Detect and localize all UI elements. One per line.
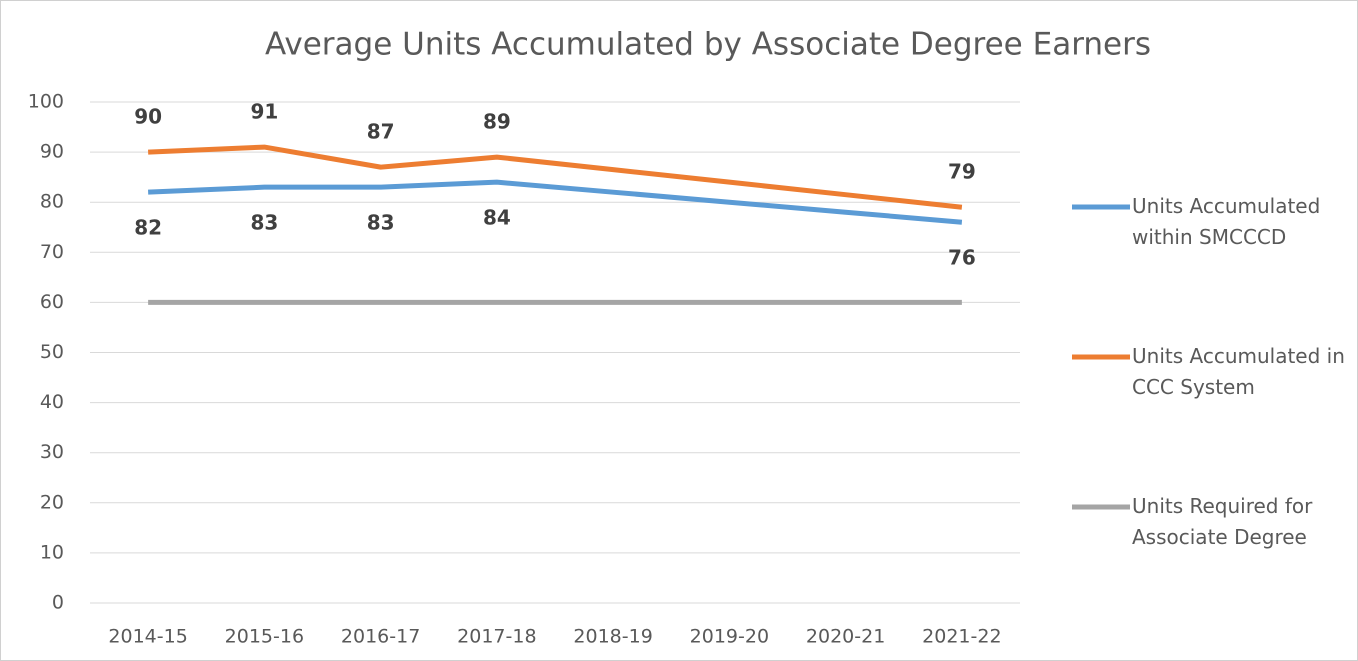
legend-label: Units Accumulated within SMCCCD	[1132, 194, 1321, 249]
chart-title: Average Units Accumulated by Associate D…	[265, 27, 1151, 63]
data-label: 79	[948, 160, 976, 184]
x-tick-label: 2021-22	[922, 626, 1001, 648]
data-label: 82	[134, 216, 162, 240]
y-tick-label: 20	[40, 491, 64, 513]
data-label: 84	[483, 206, 511, 230]
series-line	[148, 179, 963, 225]
y-tick-label: 40	[40, 391, 64, 413]
x-tick-label: 2014-15	[108, 626, 187, 648]
y-tick-label: 90	[40, 141, 64, 163]
data-label: 76	[948, 246, 976, 270]
legend-label: Units Required for Associate Degree	[1132, 494, 1313, 549]
x-tick-label: 2017-18	[457, 626, 536, 648]
data-label: 90	[134, 105, 162, 129]
y-tick-label: 80	[40, 191, 64, 213]
y-tick-label: 70	[40, 241, 64, 263]
y-tick-label: 10	[40, 541, 64, 563]
x-tick-label: 2016-17	[341, 626, 420, 648]
data-label: 87	[367, 120, 395, 144]
series-line	[148, 144, 963, 210]
x-tick-label: 2020-21	[806, 626, 885, 648]
y-tick-label: 100	[28, 91, 64, 113]
legend-label: Units Accumulated in CCC System	[1132, 344, 1345, 399]
data-label: 83	[250, 211, 278, 235]
y-tick-label: 60	[40, 291, 64, 313]
y-tick-label: 0	[52, 592, 64, 614]
data-label: 89	[483, 110, 511, 134]
x-tick-label: 2015-16	[225, 626, 304, 648]
y-tick-label: 50	[40, 341, 64, 363]
data-label: 91	[250, 100, 278, 124]
x-tick-label: 2019-20	[690, 626, 769, 648]
x-tick-label: 2018-19	[573, 626, 652, 648]
y-tick-label: 30	[40, 441, 64, 463]
data-label: 83	[367, 211, 395, 235]
